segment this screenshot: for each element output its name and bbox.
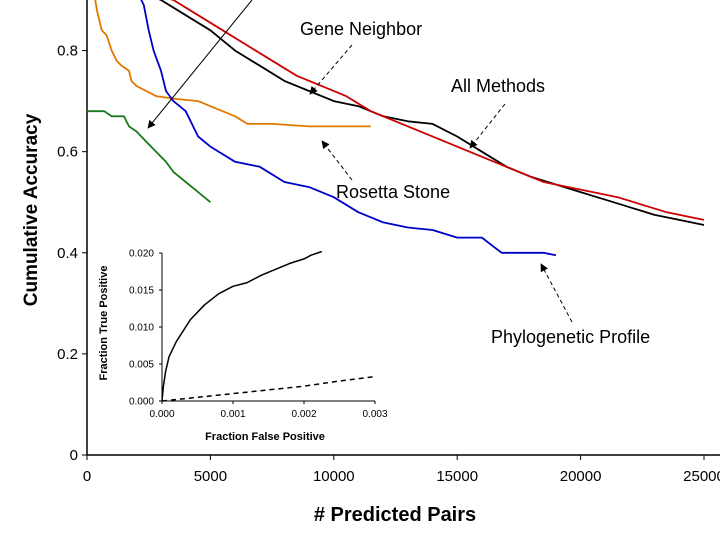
main-x-tick-label: 15000: [436, 468, 478, 485]
main-y-tick-label: 0.6: [57, 144, 78, 161]
inset-series-group: [161, 250, 376, 402]
main-series-phylogenetic-profile-line: [140, 0, 557, 257]
inset-y-tick-label: 0.010: [129, 323, 154, 334]
annotation-gene-neighbor-text: Gene Neighbor: [300, 19, 422, 39]
annotation-phylogenetic-profile-text: Phylogenetic Profile: [491, 327, 650, 347]
inset-x-tick-label: 0.000: [149, 409, 174, 420]
inset-series-1-line: [161, 250, 323, 402]
main-x-tick-label: 0: [83, 468, 91, 485]
annotation-phylogenetic-profile-arrow: [540, 263, 573, 323]
main-y-tick-label: 0.2: [57, 346, 78, 363]
inset-x-ticks: 0.000 0.001 0.002 0.003: [149, 401, 388, 420]
main-x-axis-title: # Predicted Pairs: [314, 504, 476, 526]
main-y-tick-label: 0.4: [57, 245, 78, 262]
main-y-axis-title: Cumulative Accuracy: [21, 113, 42, 306]
annotation-rosetta-stone: Rosetta Stone: [321, 140, 450, 202]
inset-y-tick-label: 0.020: [129, 249, 154, 260]
main-y-tick-label: 0: [70, 447, 78, 464]
main-x-tick-label: 10000: [313, 468, 355, 485]
annotation-all-methods-text: All Methods: [451, 76, 545, 96]
main-x-ticks: 0 5000 10000 15000 20000 25000: [83, 455, 720, 485]
inset-x-tick-label: 0.001: [220, 409, 245, 420]
inset-y-tick-label: 0.005: [129, 360, 154, 371]
inset-y-tick-label: 0.000: [129, 397, 154, 408]
main-series-all-methods-line: [158, 0, 705, 226]
main-series-5-line: [87, 110, 211, 203]
annotation-gene-neighbor-arrow: [309, 44, 353, 95]
main-series-rosetta-stone-line: [94, 0, 371, 128]
main-x-tick-label: 5000: [194, 468, 227, 485]
inset-x-axis-title: Fraction False Positive: [205, 431, 325, 443]
inset-y-axis-title: Fraction True Positive: [98, 266, 110, 381]
annotation-all-methods-arrow: [469, 103, 506, 149]
annotation-all-methods: All Methods: [451, 76, 545, 149]
main-x-tick-label: 20000: [560, 468, 602, 485]
main-y-tick-label: 0.8: [57, 43, 78, 60]
annotation-rosetta-stone-text: Rosetta Stone: [336, 182, 450, 202]
main-axes: [86, 0, 720, 456]
main-x-tick-label: 25000: [683, 468, 720, 485]
main-series-gene-neighbor-line: [170, 0, 705, 221]
annotation-top-arrow: [147, 0, 253, 129]
inset-x-tick-label: 0.002: [291, 409, 316, 420]
annotation-gene-neighbor: Gene Neighbor: [300, 19, 422, 95]
annotation-top-arrow-line: [147, 0, 253, 129]
main-y-ticks: 0 0.2 0.4 0.6 0.8: [57, 43, 87, 464]
inset-y-ticks: 0.000 0.005 0.010 0.015 0.020: [129, 249, 162, 408]
main-series-group: [87, 0, 705, 257]
annotation-rosetta-stone-arrow: [321, 140, 353, 181]
inset-y-tick-label: 0.015: [129, 286, 154, 297]
inset-background: [114, 245, 380, 447]
annotation-phylogenetic-profile: Phylogenetic Profile: [491, 263, 650, 347]
inset-x-tick-label: 0.003: [362, 409, 387, 420]
